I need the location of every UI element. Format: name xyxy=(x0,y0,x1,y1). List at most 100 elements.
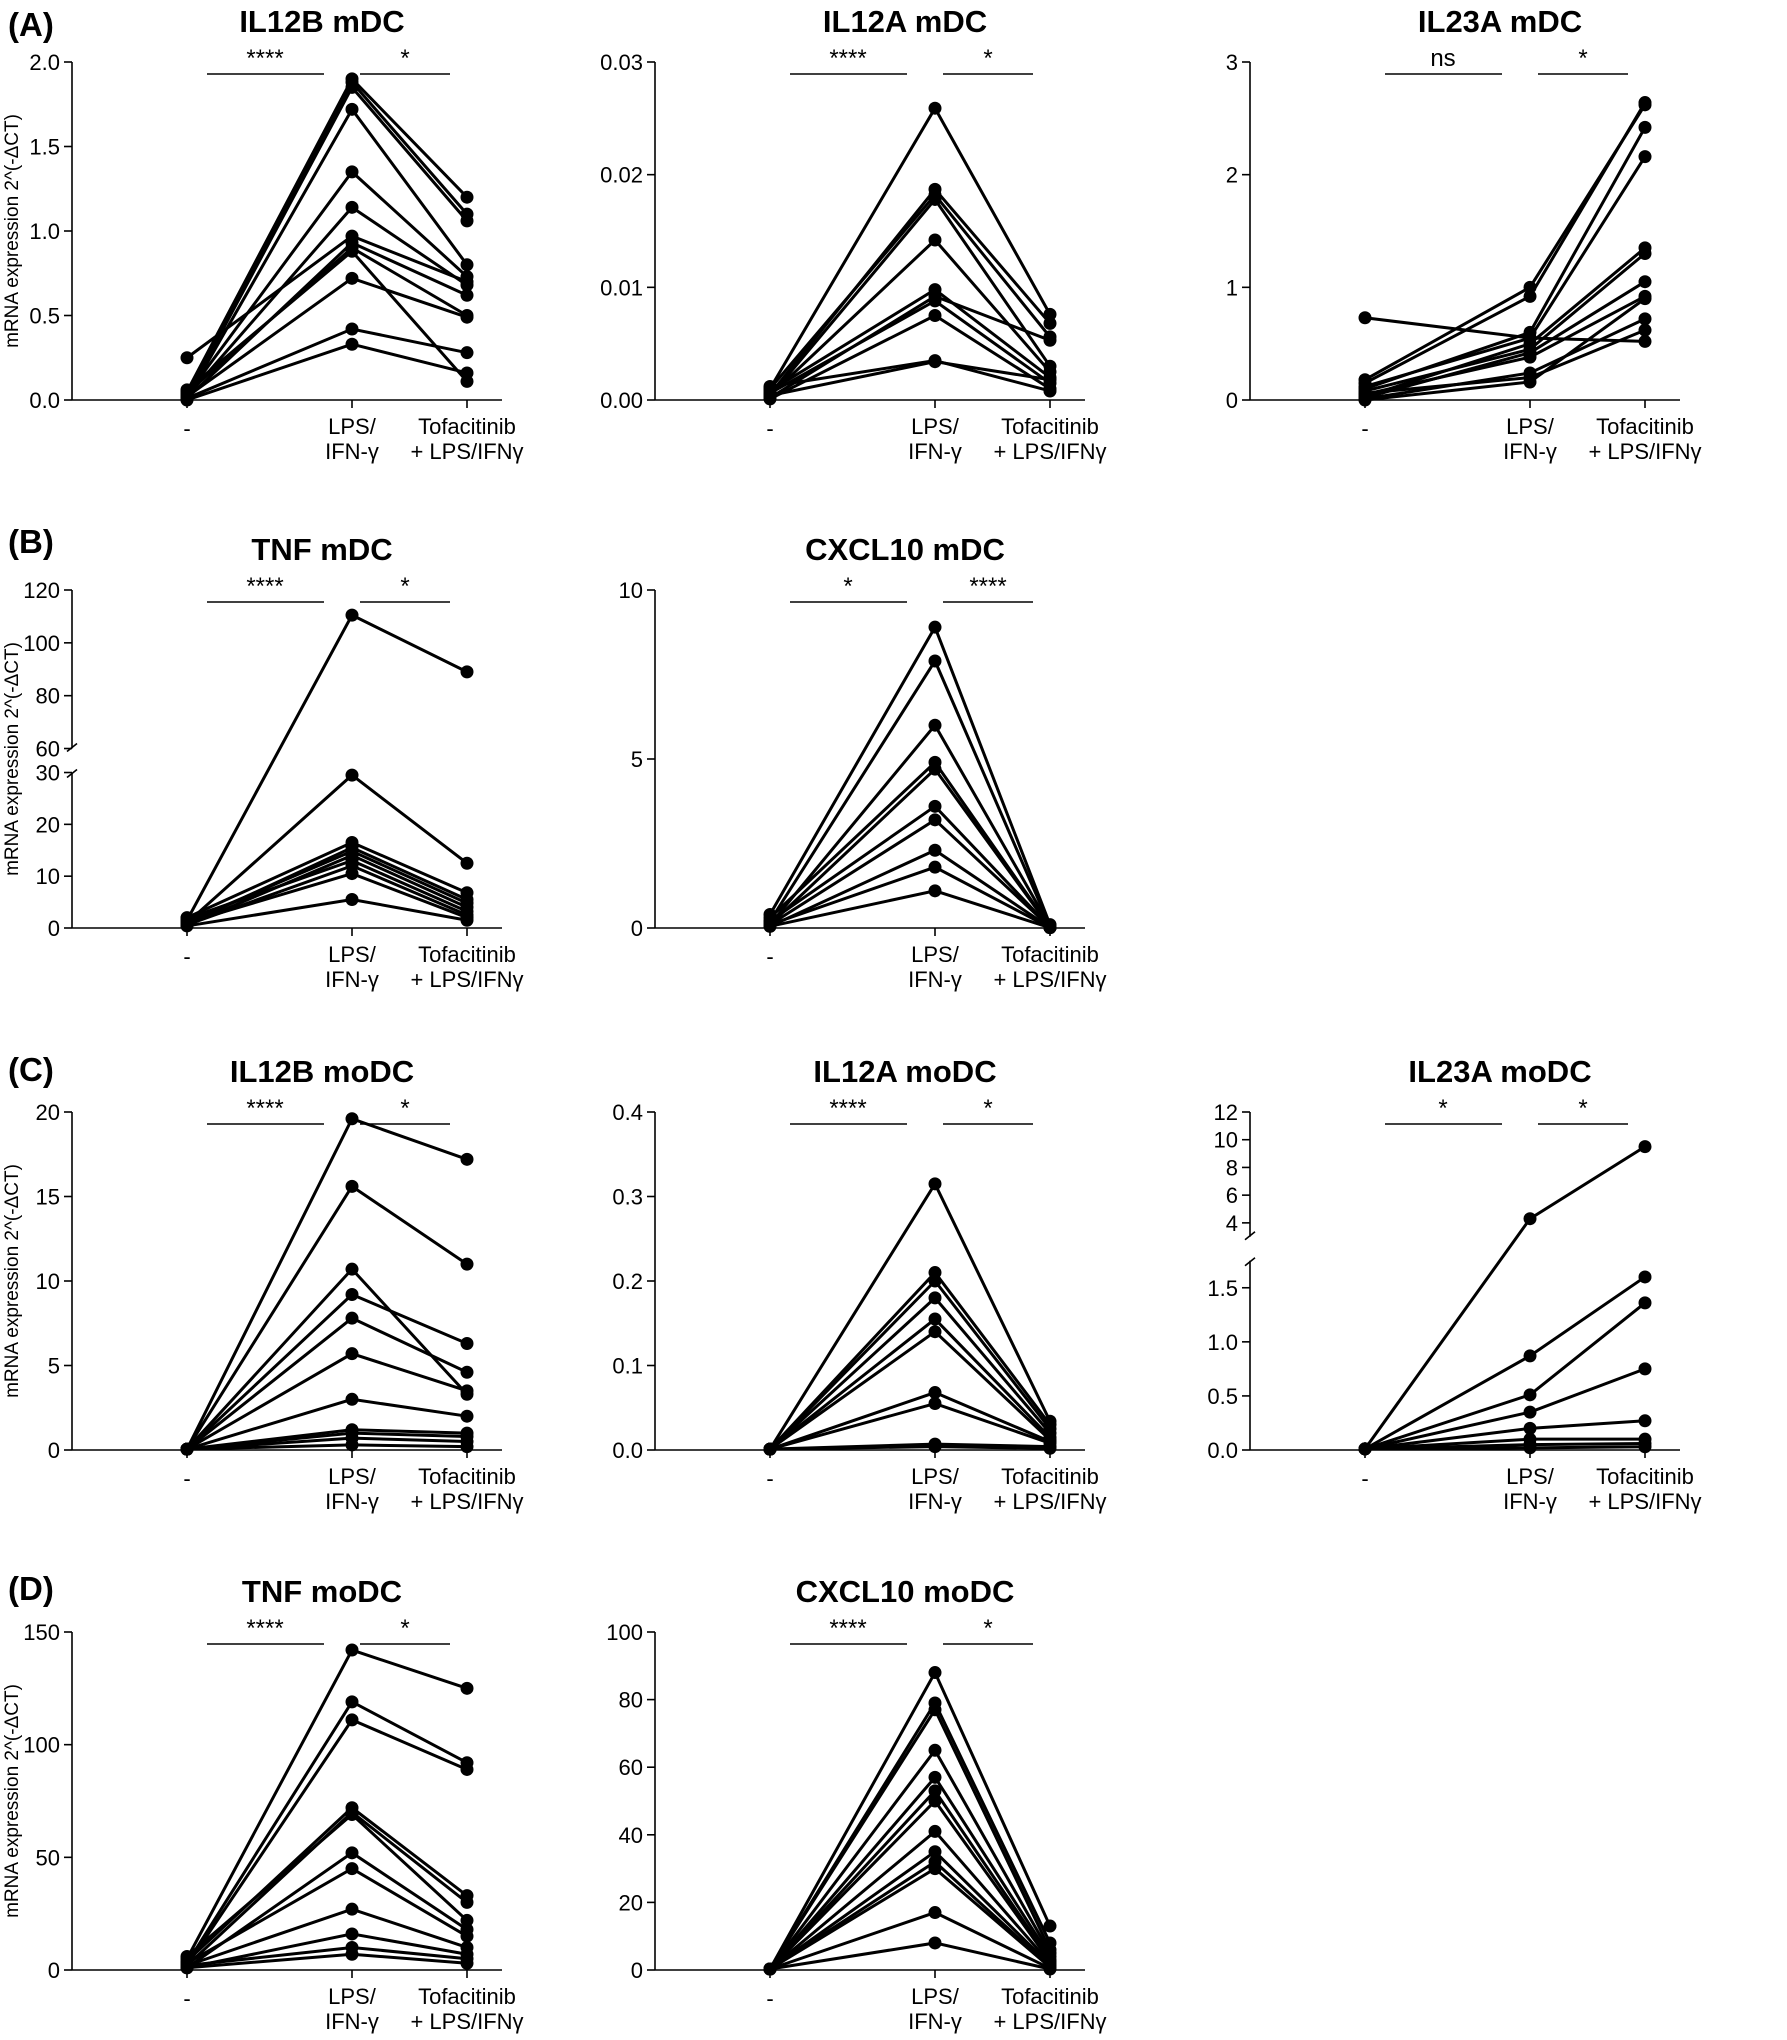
data-point xyxy=(928,620,942,634)
data-point xyxy=(928,355,942,369)
data-point xyxy=(1523,289,1537,303)
series-line xyxy=(185,1116,468,1450)
data-point xyxy=(345,867,359,881)
y-tick-label: 0.1 xyxy=(612,1354,643,1379)
y-tick-label: 0.02 xyxy=(600,163,643,188)
data-point xyxy=(763,1442,777,1456)
series-line xyxy=(1364,1367,1646,1451)
series-line xyxy=(768,766,1052,929)
data-point xyxy=(928,1784,942,1798)
y-tick-label: 6 xyxy=(1226,1183,1238,1208)
data-point xyxy=(460,346,474,360)
data-point xyxy=(345,1392,359,1406)
data-point xyxy=(928,1862,942,1876)
x-tick-label: - xyxy=(766,1466,773,1491)
x-tick-label: - xyxy=(766,1986,773,2011)
data-point xyxy=(1043,1962,1057,1976)
data-point xyxy=(1043,384,1057,398)
data-point xyxy=(345,200,359,214)
data-point xyxy=(928,1397,942,1411)
x-tick-label: + LPS/IFNγ xyxy=(1588,1489,1701,1514)
significance-label: * xyxy=(983,1615,992,1642)
chart-title: IL23A mDC xyxy=(1418,4,1582,39)
chart-title: IL23A moDC xyxy=(1408,1054,1591,1089)
data-point xyxy=(460,310,474,324)
significance-label: * xyxy=(1578,45,1587,72)
y-tick-label: 2 xyxy=(1226,163,1238,188)
y-tick-label: 0.5 xyxy=(1207,1384,1238,1409)
data-point xyxy=(1638,1440,1652,1454)
y-tick-label: 0 xyxy=(631,916,643,941)
y-axis-label: mRNA expression 2^(-ΔCT) xyxy=(2,1684,23,1918)
y-tick-label: 0.5 xyxy=(29,304,60,329)
chart-title: IL12A moDC xyxy=(813,1054,996,1089)
data-point xyxy=(928,233,942,247)
y-tick-label: 40 xyxy=(619,1823,643,1848)
data-point xyxy=(460,1365,474,1379)
data-point xyxy=(1638,275,1652,289)
data-point xyxy=(345,1311,359,1325)
significance-label: **** xyxy=(829,45,866,72)
data-point xyxy=(345,102,359,116)
y-tick-label: 80 xyxy=(36,684,60,709)
y-tick-label: 8 xyxy=(1226,1155,1238,1180)
data-point xyxy=(345,1112,359,1126)
chart-title: CXCL10 mDC xyxy=(805,532,1005,567)
series-line xyxy=(186,1812,469,1958)
y-axis-label: mRNA expression 2^(-ΔCT) xyxy=(2,1164,23,1398)
data-point xyxy=(928,843,942,857)
data-point xyxy=(460,278,474,292)
data-point xyxy=(460,1337,474,1351)
data-point xyxy=(345,608,359,622)
chart-title: IL12A mDC xyxy=(823,4,987,39)
significance-label: * xyxy=(1438,1095,1447,1122)
data-point xyxy=(345,337,359,351)
x-tick-label: + LPS/IFNγ xyxy=(1588,439,1701,464)
y-tick-label: 0 xyxy=(48,916,60,941)
series-line xyxy=(768,192,1052,390)
series-line xyxy=(186,853,468,927)
x-tick-label: IFN-γ xyxy=(908,1489,962,1514)
axis-break-mark xyxy=(66,768,78,779)
data-point xyxy=(345,1288,359,1302)
data-point xyxy=(928,309,942,322)
data-point xyxy=(928,1794,942,1808)
x-tick-label: + LPS/IFNγ xyxy=(993,1489,1106,1514)
data-point xyxy=(345,1347,359,1361)
series-line xyxy=(1364,1301,1646,1451)
data-point xyxy=(345,1695,359,1709)
y-tick-label: 0.4 xyxy=(612,1100,643,1125)
data-point xyxy=(460,1762,474,1776)
data-point xyxy=(1638,1140,1652,1154)
data-point xyxy=(345,892,359,906)
panel-label-b: (B) xyxy=(8,523,54,560)
x-tick-label: IFN-γ xyxy=(325,439,379,464)
significance-label: **** xyxy=(969,573,1006,600)
y-tick-label: 1.0 xyxy=(29,219,60,244)
chart-title: IL12B moDC xyxy=(230,1054,414,1089)
data-point xyxy=(1043,373,1057,387)
panel-label-d: (D) xyxy=(8,1570,54,1607)
data-point xyxy=(460,374,474,388)
significance-label: **** xyxy=(246,1615,283,1642)
x-tick-label: IFN-γ xyxy=(908,967,962,992)
y-tick-label: 0.2 xyxy=(612,1269,643,1294)
data-point xyxy=(1638,1296,1652,1310)
y-tick-label: 0.03 xyxy=(600,50,643,75)
data-point xyxy=(180,919,194,933)
data-point xyxy=(763,388,777,402)
x-tick-label: LPS/ xyxy=(911,942,960,967)
significance-label: * xyxy=(400,573,409,600)
data-point xyxy=(1638,1270,1652,1284)
y-tick-label: 100 xyxy=(23,631,60,656)
panel-label-c: (C) xyxy=(8,1051,54,1088)
data-point xyxy=(345,1713,359,1727)
x-tick-label: + LPS/IFNγ xyxy=(410,439,523,464)
data-point xyxy=(345,1902,359,1916)
x-tick-label: Tofacitinib xyxy=(1001,1984,1099,2009)
data-point xyxy=(1523,1405,1537,1419)
x-tick-label: Tofacitinib xyxy=(1001,942,1099,967)
y-tick-label: 0.01 xyxy=(600,275,643,300)
series-line xyxy=(1364,126,1647,391)
data-point xyxy=(928,762,942,776)
